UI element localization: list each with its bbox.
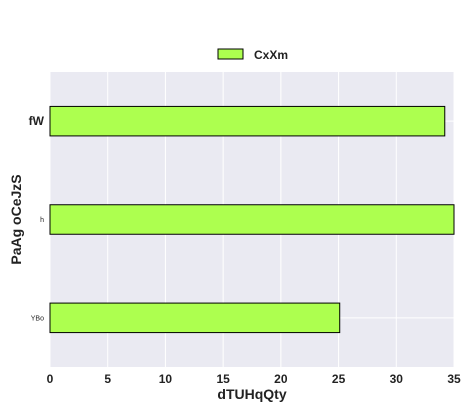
x-tick-label: 25 <box>332 372 346 386</box>
x-tick-label: 30 <box>390 372 404 386</box>
legend-label: CxXm <box>254 48 288 62</box>
bar-fW <box>49 105 446 137</box>
bar-YBo <box>49 302 341 334</box>
x-axis-label: dTUHqQty <box>217 386 286 402</box>
bars <box>49 105 455 334</box>
legend-swatch <box>217 48 244 60</box>
x-tick-label: 15 <box>216 372 230 386</box>
y-tick-label: fW <box>29 114 45 128</box>
x-tick-label: 35 <box>447 372 461 386</box>
bar-h <box>49 204 455 235</box>
y-tick-label: YBo <box>31 315 44 322</box>
x-tick-label: 20 <box>274 372 288 386</box>
y-tick-label: h <box>40 217 44 224</box>
x-tick-label: 5 <box>104 372 111 386</box>
x-tick-labels: 0 5 10 15 20 25 30 35 <box>47 372 461 386</box>
y-axis-label: PaAg oCeJzS <box>8 174 24 264</box>
x-tick-label: 10 <box>159 372 173 386</box>
y-tick-labels: fW h YBo <box>29 114 45 322</box>
legend: CxXm <box>217 48 288 62</box>
x-tick-label: 0 <box>47 372 54 386</box>
